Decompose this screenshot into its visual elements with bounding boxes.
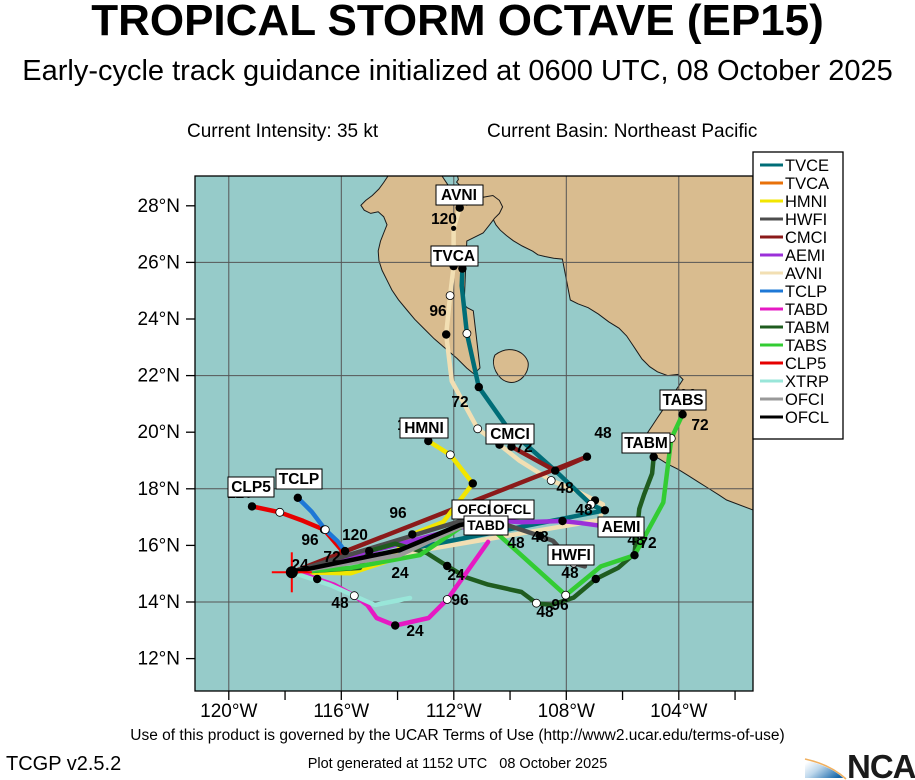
svg-text:TABS: TABS <box>785 337 827 355</box>
svg-text:48: 48 <box>507 535 525 552</box>
svg-text:AVNI: AVNI <box>785 265 822 283</box>
svg-text:120: 120 <box>342 527 368 544</box>
svg-text:OFCL: OFCL <box>785 409 829 427</box>
svg-text:OFCI: OFCI <box>785 391 824 409</box>
svg-text:TCLP: TCLP <box>279 471 319 488</box>
svg-text:OFCI: OFCI <box>457 501 490 517</box>
svg-text:NCAR: NCAR <box>847 748 915 780</box>
svg-text:HWFI: HWFI <box>551 547 591 564</box>
svg-text:116°W: 116°W <box>313 701 369 722</box>
svg-text:CMCI: CMCI <box>785 229 827 247</box>
svg-text:48: 48 <box>594 425 612 442</box>
svg-text:TCLP: TCLP <box>785 283 827 301</box>
svg-text:24°N: 24°N <box>138 309 180 330</box>
svg-text:HWFI: HWFI <box>785 211 827 229</box>
svg-text:26°N: 26°N <box>138 252 180 273</box>
svg-text:TVCA: TVCA <box>785 175 829 193</box>
svg-text:OFCL: OFCL <box>493 501 532 517</box>
svg-text:48: 48 <box>556 480 574 497</box>
svg-text:18°N: 18°N <box>138 479 180 500</box>
svg-text:AEMI: AEMI <box>785 247 825 265</box>
svg-text:20°N: 20°N <box>138 422 180 443</box>
svg-text:TVCA: TVCA <box>433 248 475 265</box>
svg-text:XTRP: XTRP <box>785 373 829 391</box>
svg-text:TABD: TABD <box>467 517 505 533</box>
svg-text:120°W: 120°W <box>200 701 257 722</box>
svg-text:14°N: 14°N <box>138 592 180 613</box>
svg-text:96: 96 <box>389 505 407 522</box>
svg-text:48: 48 <box>575 502 593 519</box>
svg-text:TABS: TABS <box>662 392 703 409</box>
svg-text:TABM: TABM <box>785 319 830 337</box>
svg-text:22°N: 22°N <box>138 366 180 387</box>
svg-text:112°W: 112°W <box>426 701 482 722</box>
svg-text:24: 24 <box>406 623 424 640</box>
svg-text:CLP5: CLP5 <box>231 479 271 496</box>
svg-text:TABD: TABD <box>785 301 828 319</box>
svg-text:24: 24 <box>447 567 465 584</box>
svg-text:CMCI: CMCI <box>490 426 530 443</box>
svg-text:120: 120 <box>431 211 457 228</box>
svg-text:96: 96 <box>451 592 469 609</box>
svg-text:HMNI: HMNI <box>785 193 827 211</box>
svg-text:16°N: 16°N <box>138 535 180 556</box>
svg-text:72: 72 <box>639 535 656 552</box>
svg-text:96: 96 <box>429 303 447 320</box>
svg-text:48: 48 <box>531 529 549 546</box>
svg-text:72: 72 <box>691 417 708 434</box>
svg-text:AEMI: AEMI <box>602 519 641 536</box>
svg-text:CLP5: CLP5 <box>785 355 826 373</box>
svg-text:96: 96 <box>301 532 319 549</box>
svg-text:HMNI: HMNI <box>404 420 444 437</box>
svg-text:48: 48 <box>561 565 579 582</box>
svg-text:108°W: 108°W <box>538 701 595 722</box>
svg-text:104°W: 104°W <box>650 701 707 722</box>
svg-text:72: 72 <box>323 549 340 566</box>
svg-text:AVNI: AVNI <box>441 187 477 204</box>
svg-text:28°N: 28°N <box>138 196 180 217</box>
svg-text:12°N: 12°N <box>138 649 180 670</box>
svg-text:72: 72 <box>451 394 468 411</box>
svg-text:96: 96 <box>551 597 569 614</box>
svg-text:48: 48 <box>331 595 349 612</box>
svg-text:TABM: TABM <box>624 435 668 452</box>
svg-text:24: 24 <box>391 565 409 582</box>
svg-text:TVCE: TVCE <box>785 157 829 175</box>
